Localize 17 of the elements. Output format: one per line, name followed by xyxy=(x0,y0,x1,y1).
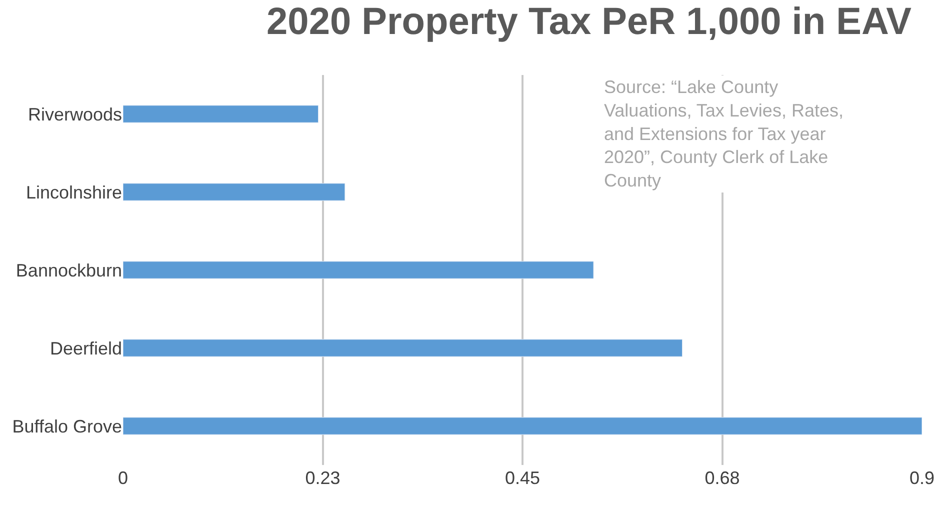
y-tick-label: Riverwoods xyxy=(28,104,122,124)
annotation: Source: “Lake County Valuations, Tax Levies, Rates, and Extensions for Tax year 2020”, County Clerk of Lake County xyxy=(604,77,844,191)
y-tick-label: Lincolnshire xyxy=(26,182,122,202)
y-tick-label: Buffalo Grove xyxy=(12,416,122,436)
bar xyxy=(123,339,683,357)
x-tick-label: 0.68 xyxy=(704,468,740,488)
chart-title: 2020 Property Tax PeR 1,000 in EAV xyxy=(266,1,912,44)
y-tick-label: Bannockburn xyxy=(16,260,122,280)
x-tick-label: 0 xyxy=(118,468,128,488)
bar xyxy=(123,105,319,123)
x-tick-label: 0.9 xyxy=(909,468,935,488)
y-tick-label: Deerfield xyxy=(50,338,122,358)
x-tick-label: 0.45 xyxy=(504,468,540,488)
bar xyxy=(123,417,922,435)
x-tick-label: 0.23 xyxy=(305,468,340,488)
bar xyxy=(123,261,594,279)
bar xyxy=(123,183,346,201)
